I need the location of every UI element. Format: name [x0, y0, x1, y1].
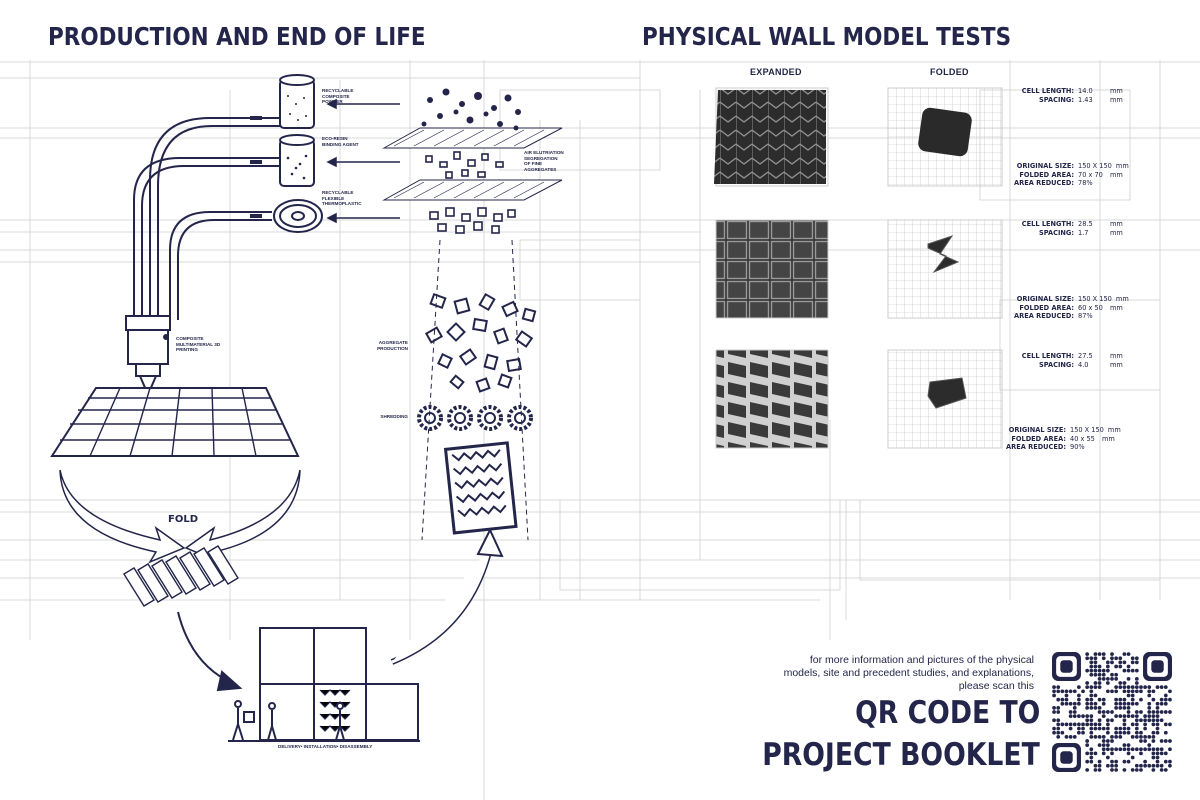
booklet-title-line1: QR CODE TO [854, 695, 1040, 731]
test-3-area-specs: ORIGINAL SIZE: 150 X 150 mm FOLDED AREA: 40… [1006, 426, 1121, 452]
qr-code-icon[interactable] [1052, 652, 1172, 772]
page-title-production: PRODUCTION AND END OF LIFE [48, 22, 426, 51]
label-composite-powder: RECYCLABLE COMPOSITE POWDER [322, 88, 354, 105]
booklet-info-text: for more information and pictures of the… [783, 654, 1034, 692]
expanded-model-2 [715, 219, 829, 319]
test-2-cell-specs: CELL LENGTH: 28.5 mm SPACING: 1.7 mm [1021, 220, 1123, 237]
label-shredding: SHREDDING [380, 414, 408, 419]
label-3d-printing: COMPOSITE MULTIMATERIAL 3D PRINTING [176, 336, 221, 353]
column-folded: FOLDED [930, 67, 969, 77]
folded-model-2 [927, 235, 960, 274]
production-diagram [50, 74, 563, 742]
label-thermoplastic: RECYCLABLE FLEXIBLE THERMOPLASTIC [322, 190, 362, 207]
label-binding-agent: ECO-RESIN BINDING AGENT [322, 136, 359, 147]
label-aggregate-production: AGGREGATE PRODUCTION [377, 340, 408, 351]
curved-arrow-icon [177, 527, 504, 692]
expanded-model-1 [714, 90, 826, 184]
column-expanded: EXPANDED [750, 67, 802, 77]
folded-model-1 [918, 107, 972, 157]
canister-icon [279, 74, 315, 187]
page-title-wall-tests: PHYSICAL WALL MODEL TESTS [642, 22, 1012, 51]
label-air-elutriation: AIR ELUTRIATION SEGREGATION OF FINE AGGR… [524, 150, 564, 172]
label-fold: FOLD [168, 514, 199, 525]
shredder-gear-icon [417, 405, 533, 431]
test-3-cell-specs: CELL LENGTH: 27.5 mm SPACING: 4.0 mm [1021, 352, 1123, 369]
worker-figure-icon [232, 700, 345, 741]
booklet-title-line2: PROJECT BOOKLET [762, 737, 1040, 773]
expanded-model-3 [715, 349, 829, 449]
print-nozzle-icon [125, 315, 171, 391]
folded-model-3 [927, 377, 967, 409]
test-1-area-specs: ORIGINAL SIZE: 150 X 150 mm FOLDED AREA: 70… [1014, 162, 1129, 188]
test-1-cell-specs: CELL LENGTH: 14.0 mm SPACING: 1.43 mm [1021, 87, 1123, 104]
filament-spool-icon [273, 199, 323, 233]
test-2-area-specs: ORIGINAL SIZE: 150 X 150 mm FOLDED AREA: 60… [1014, 295, 1129, 321]
label-delivery: DELIVERY• INSTALLATION• DISASSEMBLY [278, 744, 373, 749]
